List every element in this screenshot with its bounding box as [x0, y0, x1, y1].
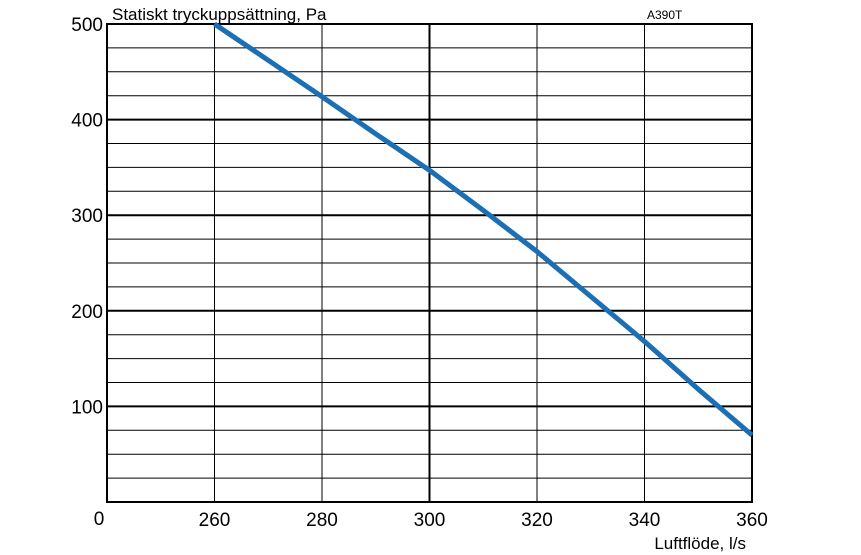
y-tick-label: 400: [71, 111, 103, 132]
x-tick-labels: 260 280 300 320 340 360: [199, 510, 768, 531]
chart-title: Statiskt tryckuppsättning, Pa: [112, 5, 327, 24]
x-tick-label: 360: [736, 510, 768, 531]
model-label: A390T: [647, 8, 683, 22]
origin-label: 0: [94, 509, 105, 530]
x-tick-label: 280: [306, 510, 338, 531]
series-line-1: [213, 21, 754, 438]
x-tick-label: 340: [629, 510, 661, 531]
y-tick-label: 200: [71, 302, 103, 323]
y-tick-label: 300: [71, 206, 103, 227]
x-tick-label: 260: [199, 510, 231, 531]
series-group: [213, 21, 754, 438]
y-tick-label: 500: [71, 15, 103, 36]
y-tick-label: 100: [71, 397, 103, 418]
x-axis-label: Luftflöde, l/s: [654, 534, 746, 553]
plot-frame: [106, 23, 753, 503]
x-tick-label: 300: [414, 510, 446, 531]
grid: [107, 24, 752, 502]
y-tick-labels: 100 200 300 400 500: [71, 15, 103, 418]
x-tick-label: 320: [521, 510, 553, 531]
